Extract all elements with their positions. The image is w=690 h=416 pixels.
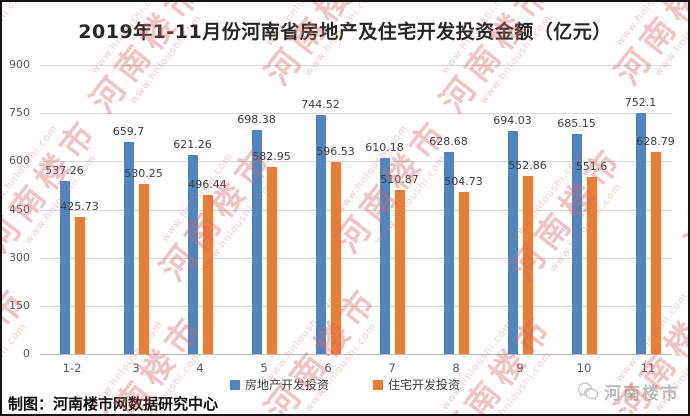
value-label: 551.6 [575,159,608,173]
x-tick-label: 7 [388,361,396,375]
value-label: 596.53 [316,145,355,159]
bar [522,176,533,354]
legend-item: 住宅开发投资 [373,376,460,393]
bar [74,217,85,354]
bar [187,154,198,354]
x-tick-label: 6 [324,361,332,375]
y-tick-label: 0 [23,347,30,360]
bar [458,191,469,354]
value-label: 628.68 [429,135,468,149]
bar [251,129,262,354]
x-tick-label: 1-2 [62,361,82,375]
y-tick-label: 600 [9,154,30,168]
gridline [40,113,672,115]
bar [650,152,661,354]
wechat-icon [577,382,599,401]
y-tick-label: 900 [9,58,30,71]
bar [330,162,341,354]
plot-area: 537.26 425.73 1-2 659.7 530.25 3 621.26 496.44 4… [40,65,675,375]
value-label: 744.52 [301,97,340,111]
gridline [40,305,672,307]
bar [443,152,454,354]
value-label: 537.26 [45,164,84,178]
bar [59,181,70,354]
legend-item: 房地产开发投资 [229,376,329,393]
gridline [40,161,672,163]
x-tick-label: 5 [260,361,268,375]
value-label: 496.44 [188,177,227,191]
value-label: 610.18 [365,141,404,155]
y-axis: 0 150 300 450 600 750 900 [2,58,32,360]
chart-title: 2019年1-11月份河南省房地产及住宅开发投资金额（亿元） [78,21,612,43]
bar [266,166,277,354]
bar [379,158,390,354]
gridline [40,354,672,355]
y-tick-label: 450 [9,202,30,216]
value-label: 530.25 [124,166,163,180]
value-label: 659.7 [112,125,145,139]
value-label: 621.26 [173,137,212,151]
value-label: 582.95 [252,149,291,163]
y-tick-label: 300 [9,250,30,264]
y-tick-label: 150 [9,298,30,312]
x-tick-label: 4 [196,361,204,375]
bar [571,134,582,354]
value-label: 425.73 [60,200,99,214]
x-tick-label: 11 [640,361,656,375]
x-tick-label: 10 [576,361,592,375]
value-label: 698.38 [237,112,276,126]
value-label: 685.15 [557,117,596,130]
brand-text: 河南楼市 [604,384,680,404]
value-label: 628.79 [636,135,675,149]
gridline [40,257,672,259]
legend-label: 住宅开发投资 [388,378,461,392]
legend: 房地产开发投资 住宅开发投资 [2,376,688,393]
brand-badge: 河南楼市 [577,379,680,404]
bar [635,112,646,354]
x-tick-label: 9 [516,361,524,375]
x-tick-label: 8 [452,361,460,375]
value-label: 694.03 [493,114,532,128]
bar [507,131,518,354]
bar [394,189,405,354]
bar [586,176,597,354]
legend-swatch [373,379,383,390]
value-label: 504.73 [444,174,483,188]
value-label: 552.86 [508,159,547,173]
legend-swatch [229,379,240,390]
x-tick-label: 3 [132,361,140,375]
gridline [40,209,672,211]
bar [202,194,213,354]
gridline [40,65,672,66]
watermark-text: 河南楼市 [677,109,690,260]
legend-label: 房地产开发投资 [244,378,329,392]
value-label: 510.87 [380,172,419,186]
credit-text: 制图：河南楼市网数据研究中心 [8,395,219,413]
bar [123,142,134,354]
y-tick-label: 750 [9,106,30,120]
bar [138,183,149,354]
value-label: 752.1 [624,95,657,109]
bar [315,114,326,354]
